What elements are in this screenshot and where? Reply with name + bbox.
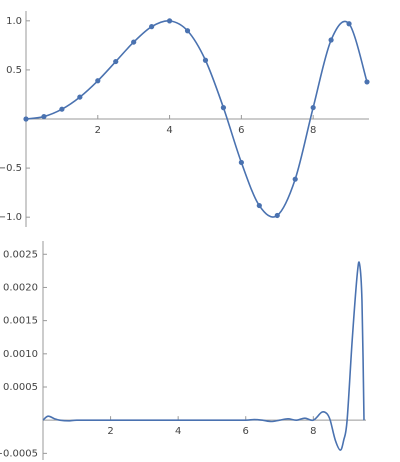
- data-point: [166, 18, 173, 24]
- y-tick-label: 1.0: [6, 16, 22, 27]
- x-tick-label: 6: [238, 125, 244, 136]
- data-point: [41, 113, 47, 120]
- x-tick-label: 2: [95, 125, 101, 136]
- y-tick-label: −0.5: [0, 163, 22, 174]
- data-point: [364, 79, 370, 85]
- data-point: [346, 21, 352, 27]
- data-point: [131, 39, 137, 45]
- data-point: [310, 104, 316, 111]
- data-point: [95, 78, 101, 84]
- data-point: [184, 28, 191, 34]
- data-point: [149, 24, 155, 30]
- y-tick-label: 0.0010: [3, 349, 38, 360]
- x-tick-label: 8: [310, 125, 316, 136]
- data-point: [292, 176, 298, 182]
- data-point: [238, 159, 244, 166]
- data-line: [42, 261, 365, 451]
- x-tick-label: 4: [175, 426, 181, 437]
- y-tick-label: −0.0005: [0, 448, 38, 459]
- data-point: [256, 202, 262, 209]
- data-point: [328, 37, 334, 43]
- x-tick-label: 2: [107, 426, 113, 437]
- data-point: [274, 212, 280, 219]
- x-tick-label: 4: [166, 125, 172, 136]
- y-tick-label: 0.5: [6, 65, 22, 76]
- data-point: [23, 116, 29, 122]
- data-point: [113, 58, 119, 65]
- y-tick-label: 0.0020: [3, 282, 38, 293]
- y-tick-label: 0.0025: [3, 249, 38, 260]
- y-tick-label: −1.0: [0, 212, 22, 223]
- x-tick-label: 8: [310, 426, 316, 437]
- y-tick-label: 0.0005: [3, 382, 38, 393]
- y-tick-label: 0.0015: [3, 316, 38, 327]
- data-point: [77, 94, 83, 100]
- data-point: [202, 57, 209, 63]
- data-point: [220, 105, 227, 111]
- data-point: [59, 106, 65, 112]
- x-tick-label: 6: [243, 426, 249, 437]
